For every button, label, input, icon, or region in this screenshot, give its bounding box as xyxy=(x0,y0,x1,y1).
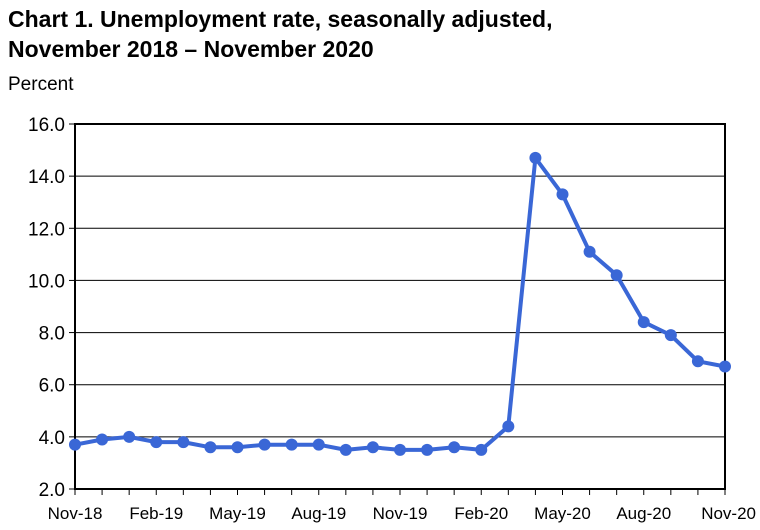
y-tick-label: 6.0 xyxy=(39,376,65,397)
data-point xyxy=(394,443,406,456)
chart-title: Chart 1. Unemployment rate, seasonally a… xyxy=(8,4,748,64)
x-tick-label: Nov-19 xyxy=(373,504,428,523)
x-tick-label: Aug-20 xyxy=(616,504,671,523)
chart-title-line-2: November 2018 – November 2020 xyxy=(8,36,374,62)
data-point xyxy=(231,441,244,454)
y-tick-label: 4.0 xyxy=(39,428,65,449)
x-tick-label: May-20 xyxy=(534,504,591,523)
unemployment-rate-line xyxy=(74,155,726,452)
data-point xyxy=(366,441,379,454)
y-tick-label: 2.0 xyxy=(39,480,65,501)
data-point xyxy=(177,436,190,449)
plot-area-frame xyxy=(74,123,726,490)
y-axis-label: Percent xyxy=(8,74,74,95)
data-point xyxy=(421,443,434,456)
x-tick-label: Nov-20 xyxy=(701,504,756,523)
data-point xyxy=(258,438,271,451)
data-point xyxy=(475,443,488,456)
data-point xyxy=(502,420,515,433)
data-point xyxy=(719,360,731,373)
x-tick-label: May-19 xyxy=(209,504,266,523)
data-point xyxy=(529,151,542,164)
x-tick-label: Aug-19 xyxy=(291,504,346,523)
data-point xyxy=(69,438,81,451)
data-point xyxy=(691,355,704,368)
data-point xyxy=(664,329,677,342)
data-point xyxy=(583,245,596,258)
y-tick-label: 14.0 xyxy=(28,167,65,188)
y-axis-ticks: 2.0 4.0 6.0 8.0 10.0 12.0 14.0 16.0 xyxy=(28,115,75,501)
data-point xyxy=(637,316,650,329)
x-axis-ticks: Nov-18 Feb-19 May-19 Aug-19 Nov-19 Feb-20 May-… xyxy=(48,489,756,523)
data-point xyxy=(285,438,298,451)
y-tick-label: 10.0 xyxy=(28,271,65,292)
y-tick-label: 16.0 xyxy=(28,115,65,136)
data-point xyxy=(339,443,352,456)
x-tick-label: Feb-19 xyxy=(129,504,183,523)
data-points xyxy=(69,151,731,456)
data-point xyxy=(150,436,163,449)
gridlines xyxy=(75,123,725,490)
chart-title-line-1: Chart 1. Unemployment rate, seasonally a… xyxy=(8,6,553,32)
data-point xyxy=(448,441,461,454)
data-point xyxy=(610,269,623,282)
data-point xyxy=(96,433,109,446)
data-point xyxy=(312,438,325,451)
y-tick-label: 12.0 xyxy=(28,219,65,240)
data-point xyxy=(123,430,136,443)
data-point xyxy=(204,441,217,454)
x-tick-label: Feb-20 xyxy=(454,504,508,523)
data-point xyxy=(556,188,569,201)
y-tick-label: 8.0 xyxy=(39,324,65,345)
x-tick-label: Nov-18 xyxy=(48,504,103,523)
